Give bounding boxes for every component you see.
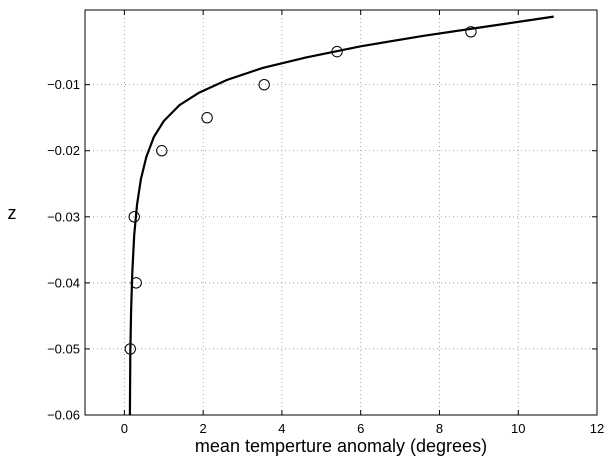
y-tick-labels: −0.06 −0.05 −0.04 −0.03 −0.02 −0.01 bbox=[47, 77, 80, 422]
grid bbox=[85, 10, 597, 415]
data-point bbox=[465, 26, 477, 38]
x-tick-label: 10 bbox=[511, 421, 525, 436]
y-tick-label: −0.01 bbox=[47, 77, 80, 92]
data-point bbox=[331, 45, 343, 58]
y-tick-label: −0.02 bbox=[47, 143, 80, 158]
x-tick-labels: 0 2 4 6 8 10 12 bbox=[121, 421, 604, 436]
fit-curve bbox=[128, 15, 554, 415]
x-tick-label: 8 bbox=[436, 421, 443, 436]
x-axis-label: mean temperture anomaly (degrees) bbox=[195, 436, 487, 456]
x-tick-label: 6 bbox=[357, 421, 364, 436]
data-point bbox=[128, 211, 140, 223]
data-point bbox=[156, 145, 168, 157]
data-point bbox=[124, 343, 136, 355]
data-point bbox=[258, 78, 270, 91]
plot-frame bbox=[84, 9, 598, 416]
y-tick-label: −0.03 bbox=[47, 209, 80, 224]
y-tick-label: −0.06 bbox=[47, 408, 80, 423]
x-tick-label: 12 bbox=[590, 421, 604, 436]
x-tick-label: 0 bbox=[121, 421, 128, 436]
fit-curve-layer bbox=[128, 15, 554, 415]
data-point bbox=[201, 111, 213, 124]
data-points bbox=[124, 26, 477, 355]
y-axis-label: z bbox=[8, 203, 17, 223]
x-tick-label: 2 bbox=[200, 421, 207, 436]
data-point bbox=[130, 277, 142, 289]
axis-ticks bbox=[85, 10, 598, 416]
y-tick-label: −0.04 bbox=[47, 275, 80, 290]
x-tick-label: 4 bbox=[278, 421, 285, 436]
y-tick-label: −0.05 bbox=[47, 341, 80, 356]
